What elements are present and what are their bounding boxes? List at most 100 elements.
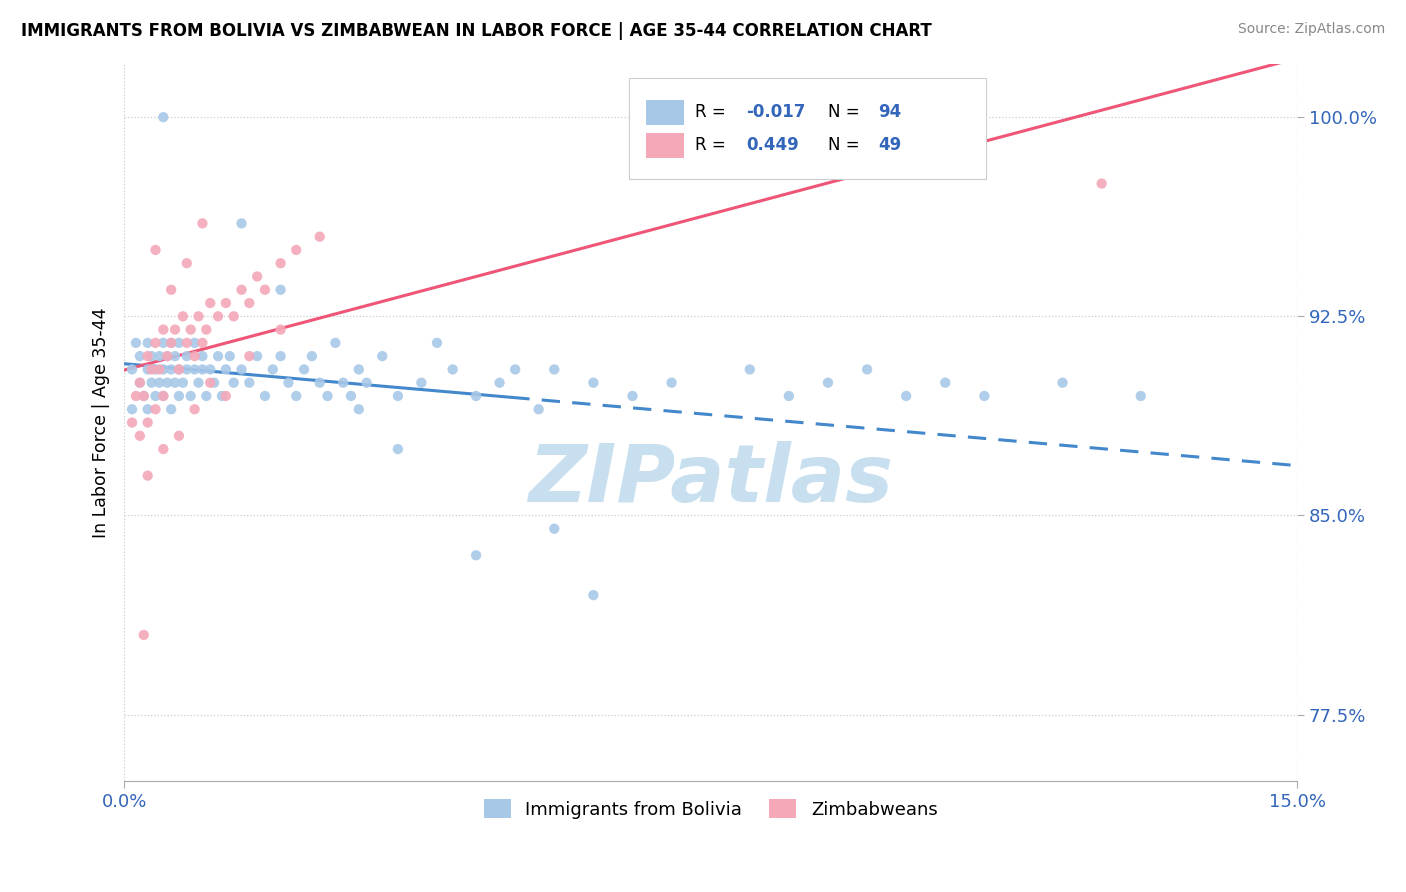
Point: [160, 402, 183, 417]
Point: [387, 442, 409, 456]
Point: [191, 362, 214, 376]
Point: [191, 335, 214, 350]
Point: [167, 389, 190, 403]
Point: [176, 335, 198, 350]
Point: [200, 296, 222, 310]
FancyBboxPatch shape: [628, 78, 987, 178]
Point: [200, 376, 222, 390]
Point: [894, 389, 917, 403]
Point: [163, 322, 186, 336]
Text: Source: ZipAtlas.com: Source: ZipAtlas.com: [1237, 22, 1385, 37]
Point: [136, 402, 159, 417]
Text: R =: R =: [696, 136, 731, 154]
Point: [238, 296, 260, 310]
Point: [1129, 389, 1152, 403]
Point: [180, 389, 202, 403]
Point: [301, 349, 323, 363]
Point: [207, 310, 229, 324]
Point: [183, 402, 205, 417]
Point: [148, 349, 170, 363]
Point: [132, 389, 155, 403]
Point: [582, 376, 605, 390]
Point: [152, 322, 174, 336]
Point: [156, 349, 179, 363]
Text: 49: 49: [879, 136, 901, 154]
Point: [172, 376, 194, 390]
Point: [246, 269, 269, 284]
Point: [163, 376, 186, 390]
Point: [285, 389, 308, 403]
Point: [152, 110, 174, 124]
Point: [160, 362, 183, 376]
Point: [347, 362, 370, 376]
Point: [148, 362, 170, 376]
Point: [136, 349, 159, 363]
Point: [141, 349, 163, 363]
Point: [332, 376, 354, 390]
Point: [387, 389, 409, 403]
Point: [187, 376, 209, 390]
Point: [308, 376, 330, 390]
Point: [180, 322, 202, 336]
Point: [270, 256, 292, 270]
Point: [253, 283, 276, 297]
Point: [465, 549, 488, 563]
Text: ZIPatlas: ZIPatlas: [529, 441, 893, 519]
Point: [621, 389, 644, 403]
Point: [371, 349, 394, 363]
Point: [262, 362, 284, 376]
Point: [145, 243, 167, 257]
Point: [145, 402, 167, 417]
Point: [167, 429, 190, 443]
Point: [152, 362, 174, 376]
Point: [465, 389, 488, 403]
Point: [183, 349, 205, 363]
Point: [316, 389, 339, 403]
Point: [136, 362, 159, 376]
Point: [292, 362, 315, 376]
Point: [125, 389, 148, 403]
Point: [156, 376, 179, 390]
Point: [195, 322, 218, 336]
Point: [231, 362, 253, 376]
Point: [738, 362, 761, 376]
Point: [163, 349, 186, 363]
Point: [152, 442, 174, 456]
Point: [160, 283, 183, 297]
Point: [699, 840, 721, 855]
Point: [973, 389, 995, 403]
Point: [215, 296, 238, 310]
Point: [231, 216, 253, 230]
Point: [128, 429, 150, 443]
Point: [270, 349, 292, 363]
Point: [503, 362, 526, 376]
Point: [215, 389, 238, 403]
Point: [191, 349, 214, 363]
Point: [246, 349, 269, 363]
Point: [277, 376, 299, 390]
Point: [132, 628, 155, 642]
FancyBboxPatch shape: [647, 133, 683, 158]
Point: [325, 335, 347, 350]
Point: [160, 335, 183, 350]
Point: [308, 229, 330, 244]
Point: [222, 310, 245, 324]
Point: [167, 335, 190, 350]
Point: [121, 416, 143, 430]
Point: [270, 322, 292, 336]
Point: [136, 468, 159, 483]
Point: [141, 376, 163, 390]
Point: [121, 362, 143, 376]
FancyBboxPatch shape: [647, 100, 683, 125]
Point: [347, 402, 370, 417]
Point: [128, 376, 150, 390]
Point: [934, 376, 956, 390]
Point: [543, 362, 565, 376]
Point: [152, 335, 174, 350]
Point: [183, 362, 205, 376]
Point: [231, 283, 253, 297]
Point: [488, 376, 510, 390]
Point: [183, 335, 205, 350]
Point: [426, 335, 449, 350]
Point: [156, 349, 179, 363]
